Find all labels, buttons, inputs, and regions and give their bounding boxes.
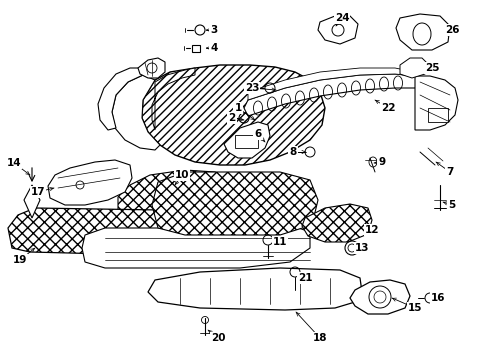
Text: 13: 13	[354, 243, 368, 253]
Polygon shape	[349, 280, 409, 314]
Polygon shape	[399, 58, 427, 78]
Text: 5: 5	[447, 200, 455, 210]
Text: 9: 9	[378, 157, 385, 167]
Polygon shape	[427, 108, 447, 122]
Text: 23: 23	[244, 83, 259, 93]
Polygon shape	[152, 68, 195, 130]
Text: 19: 19	[13, 255, 27, 265]
Text: 3: 3	[210, 25, 217, 35]
Polygon shape	[98, 68, 142, 130]
Polygon shape	[48, 160, 132, 205]
Text: 26: 26	[444, 25, 458, 35]
Text: 21: 21	[297, 273, 312, 283]
Polygon shape	[302, 204, 371, 242]
Text: 7: 7	[446, 167, 453, 177]
Text: 18: 18	[312, 333, 326, 343]
Text: 17: 17	[31, 187, 45, 197]
Polygon shape	[24, 185, 40, 218]
Polygon shape	[235, 135, 258, 148]
Text: 15: 15	[407, 303, 421, 313]
Polygon shape	[82, 225, 309, 268]
Polygon shape	[138, 58, 164, 78]
Text: 12: 12	[364, 225, 379, 235]
Text: 25: 25	[424, 63, 438, 73]
Text: 6: 6	[254, 129, 261, 139]
Text: 8: 8	[289, 147, 296, 157]
Polygon shape	[395, 14, 449, 50]
Polygon shape	[244, 74, 419, 116]
Text: 11: 11	[272, 237, 286, 247]
Text: 20: 20	[210, 333, 225, 343]
Text: 2: 2	[228, 113, 235, 123]
Polygon shape	[247, 68, 414, 100]
Text: 1: 1	[234, 103, 241, 113]
Polygon shape	[118, 170, 229, 228]
Text: 22: 22	[380, 103, 394, 113]
Text: 10: 10	[174, 170, 189, 180]
Text: 24: 24	[334, 13, 348, 23]
Polygon shape	[414, 76, 457, 130]
Text: 4: 4	[210, 43, 217, 53]
Polygon shape	[142, 65, 325, 165]
Polygon shape	[224, 122, 269, 158]
Polygon shape	[192, 45, 200, 52]
Polygon shape	[317, 16, 357, 44]
Polygon shape	[148, 268, 361, 310]
Text: 14: 14	[7, 158, 21, 168]
Polygon shape	[112, 75, 160, 150]
Polygon shape	[8, 208, 170, 255]
Text: 16: 16	[430, 293, 445, 303]
Polygon shape	[152, 172, 317, 235]
